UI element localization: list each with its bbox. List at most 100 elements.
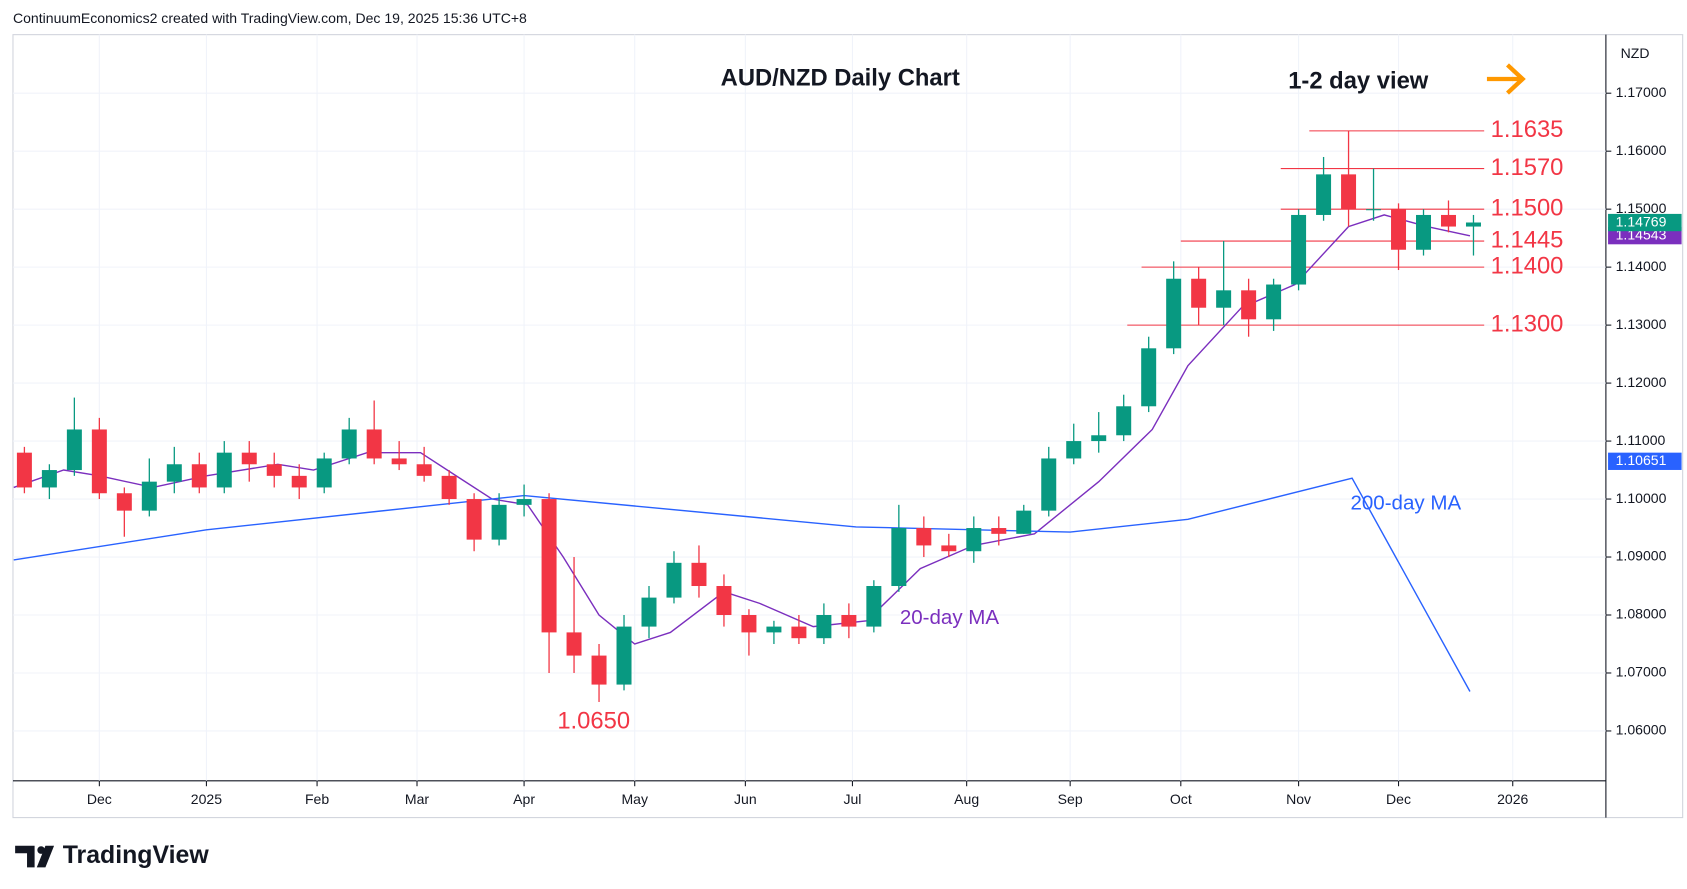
brand-logo-dot — [37, 846, 45, 854]
x-tick-label: Aug — [954, 791, 979, 807]
candle-body — [466, 499, 482, 540]
candle-body — [1391, 209, 1407, 250]
x-tick-label: Mar — [405, 791, 430, 807]
y-tick-label: 1.15000 — [1616, 200, 1667, 216]
candle-body — [941, 545, 957, 552]
x-tick-label: Jun — [734, 791, 757, 807]
candle-body — [366, 429, 382, 459]
y-tick-label: 1.11000 — [1616, 432, 1666, 448]
last-price-label: 1.14769 — [1616, 213, 1667, 229]
chart-title: AUD/NZD Daily Chart — [721, 64, 960, 91]
y-tick-label: 1.12000 — [1616, 374, 1667, 390]
header: ContinuumEconomics2 created with Trading… — [13, 10, 527, 26]
ma-line — [13, 477, 1471, 692]
candle-body — [216, 452, 232, 488]
candle-body — [641, 597, 657, 627]
level-label: 1.1570 — [1491, 154, 1564, 181]
candle-body — [666, 562, 682, 598]
arrow — [1486, 63, 1526, 95]
y-tick-label: 1.17000 — [1616, 84, 1667, 100]
candle-body — [266, 464, 282, 476]
candle-body — [116, 493, 132, 511]
subtitle: 1-2 day view — [1288, 68, 1429, 95]
candle-body — [841, 615, 857, 627]
candle-body — [316, 458, 332, 488]
candle-body — [391, 458, 407, 465]
x-tick-label: Sep — [1058, 791, 1083, 807]
x-tick-label: May — [621, 791, 648, 807]
ma200-value-box — [1608, 452, 1682, 470]
candle-body — [1216, 290, 1232, 308]
candle-body — [1316, 174, 1332, 215]
candle-body — [1291, 214, 1307, 285]
x-tick-label: 2025 — [191, 791, 222, 807]
candle-body — [191, 464, 207, 488]
candle-body — [141, 481, 157, 511]
candle-body — [1116, 406, 1132, 436]
candle-body — [566, 632, 582, 656]
candle-body — [1341, 174, 1357, 210]
x-tick-label: Oct — [1170, 791, 1192, 807]
candle-body — [791, 626, 807, 639]
candle-body — [616, 626, 632, 685]
candle-body — [441, 475, 457, 500]
level-label: 1.1635 — [1491, 116, 1564, 143]
x-tick-label: Feb — [305, 791, 329, 807]
ma200-label: 200-day MA — [1350, 491, 1461, 514]
candle-body — [1266, 284, 1282, 320]
candle-body — [1191, 278, 1207, 308]
candle-body — [1091, 435, 1107, 442]
candle-body — [766, 626, 782, 633]
candle-body — [741, 615, 757, 633]
candle-body — [16, 452, 32, 488]
arrow-head — [1506, 63, 1526, 95]
candle-body — [516, 499, 532, 505]
candle-body — [591, 655, 607, 685]
x-tick-label: 2026 — [1497, 791, 1528, 807]
currency-label: NZD — [1621, 45, 1650, 61]
y-tick-label: 1.08000 — [1616, 606, 1667, 622]
level-label: 1.1400 — [1491, 252, 1564, 279]
brand-name: TradingView — [63, 841, 210, 869]
y-tick-label: 1.07000 — [1616, 664, 1667, 680]
y-tick-label: 1.13000 — [1616, 316, 1667, 332]
x-tick-label: Dec — [1386, 791, 1411, 807]
candle-body — [91, 429, 107, 494]
candle-body — [41, 470, 57, 488]
candle-body — [691, 562, 707, 587]
candle-body — [891, 528, 907, 587]
candle-body — [1465, 222, 1481, 227]
candle-body — [1440, 214, 1456, 227]
candle-body — [291, 475, 307, 488]
low-label: 1.0650 — [557, 708, 630, 735]
x-tick-label: Nov — [1286, 791, 1311, 807]
y-tick-label: 1.10000 — [1616, 490, 1667, 506]
candle-body — [241, 452, 257, 465]
y-tick-label: 1.09000 — [1616, 548, 1667, 564]
candle-body — [1041, 458, 1057, 511]
candle-body — [1016, 510, 1032, 534]
candle-body — [816, 615, 832, 639]
candle-body — [491, 504, 507, 540]
candle-body — [966, 528, 982, 552]
candle-body — [66, 429, 82, 471]
ma20-label: 20-day MA — [900, 606, 1000, 629]
candle-body — [716, 586, 732, 616]
ma-line — [13, 214, 1471, 645]
candle-body — [866, 586, 882, 627]
level-label: 1.1445 — [1491, 226, 1564, 253]
ma200-value-label: 1.10651 — [1616, 452, 1667, 468]
candle-body — [1141, 348, 1157, 407]
brand: TradingView — [15, 841, 209, 869]
x-tick-label: Jul — [843, 791, 861, 807]
candle-body — [1241, 290, 1257, 320]
candle-body — [1366, 209, 1382, 211]
candle-body — [341, 429, 357, 459]
candle-body — [1066, 441, 1082, 459]
y-tick-label: 1.16000 — [1616, 142, 1667, 158]
y-tick-label: 1.14000 — [1616, 258, 1667, 274]
candle-body — [541, 499, 557, 633]
plot — [13, 130, 1485, 702]
candle-body — [1416, 214, 1432, 250]
